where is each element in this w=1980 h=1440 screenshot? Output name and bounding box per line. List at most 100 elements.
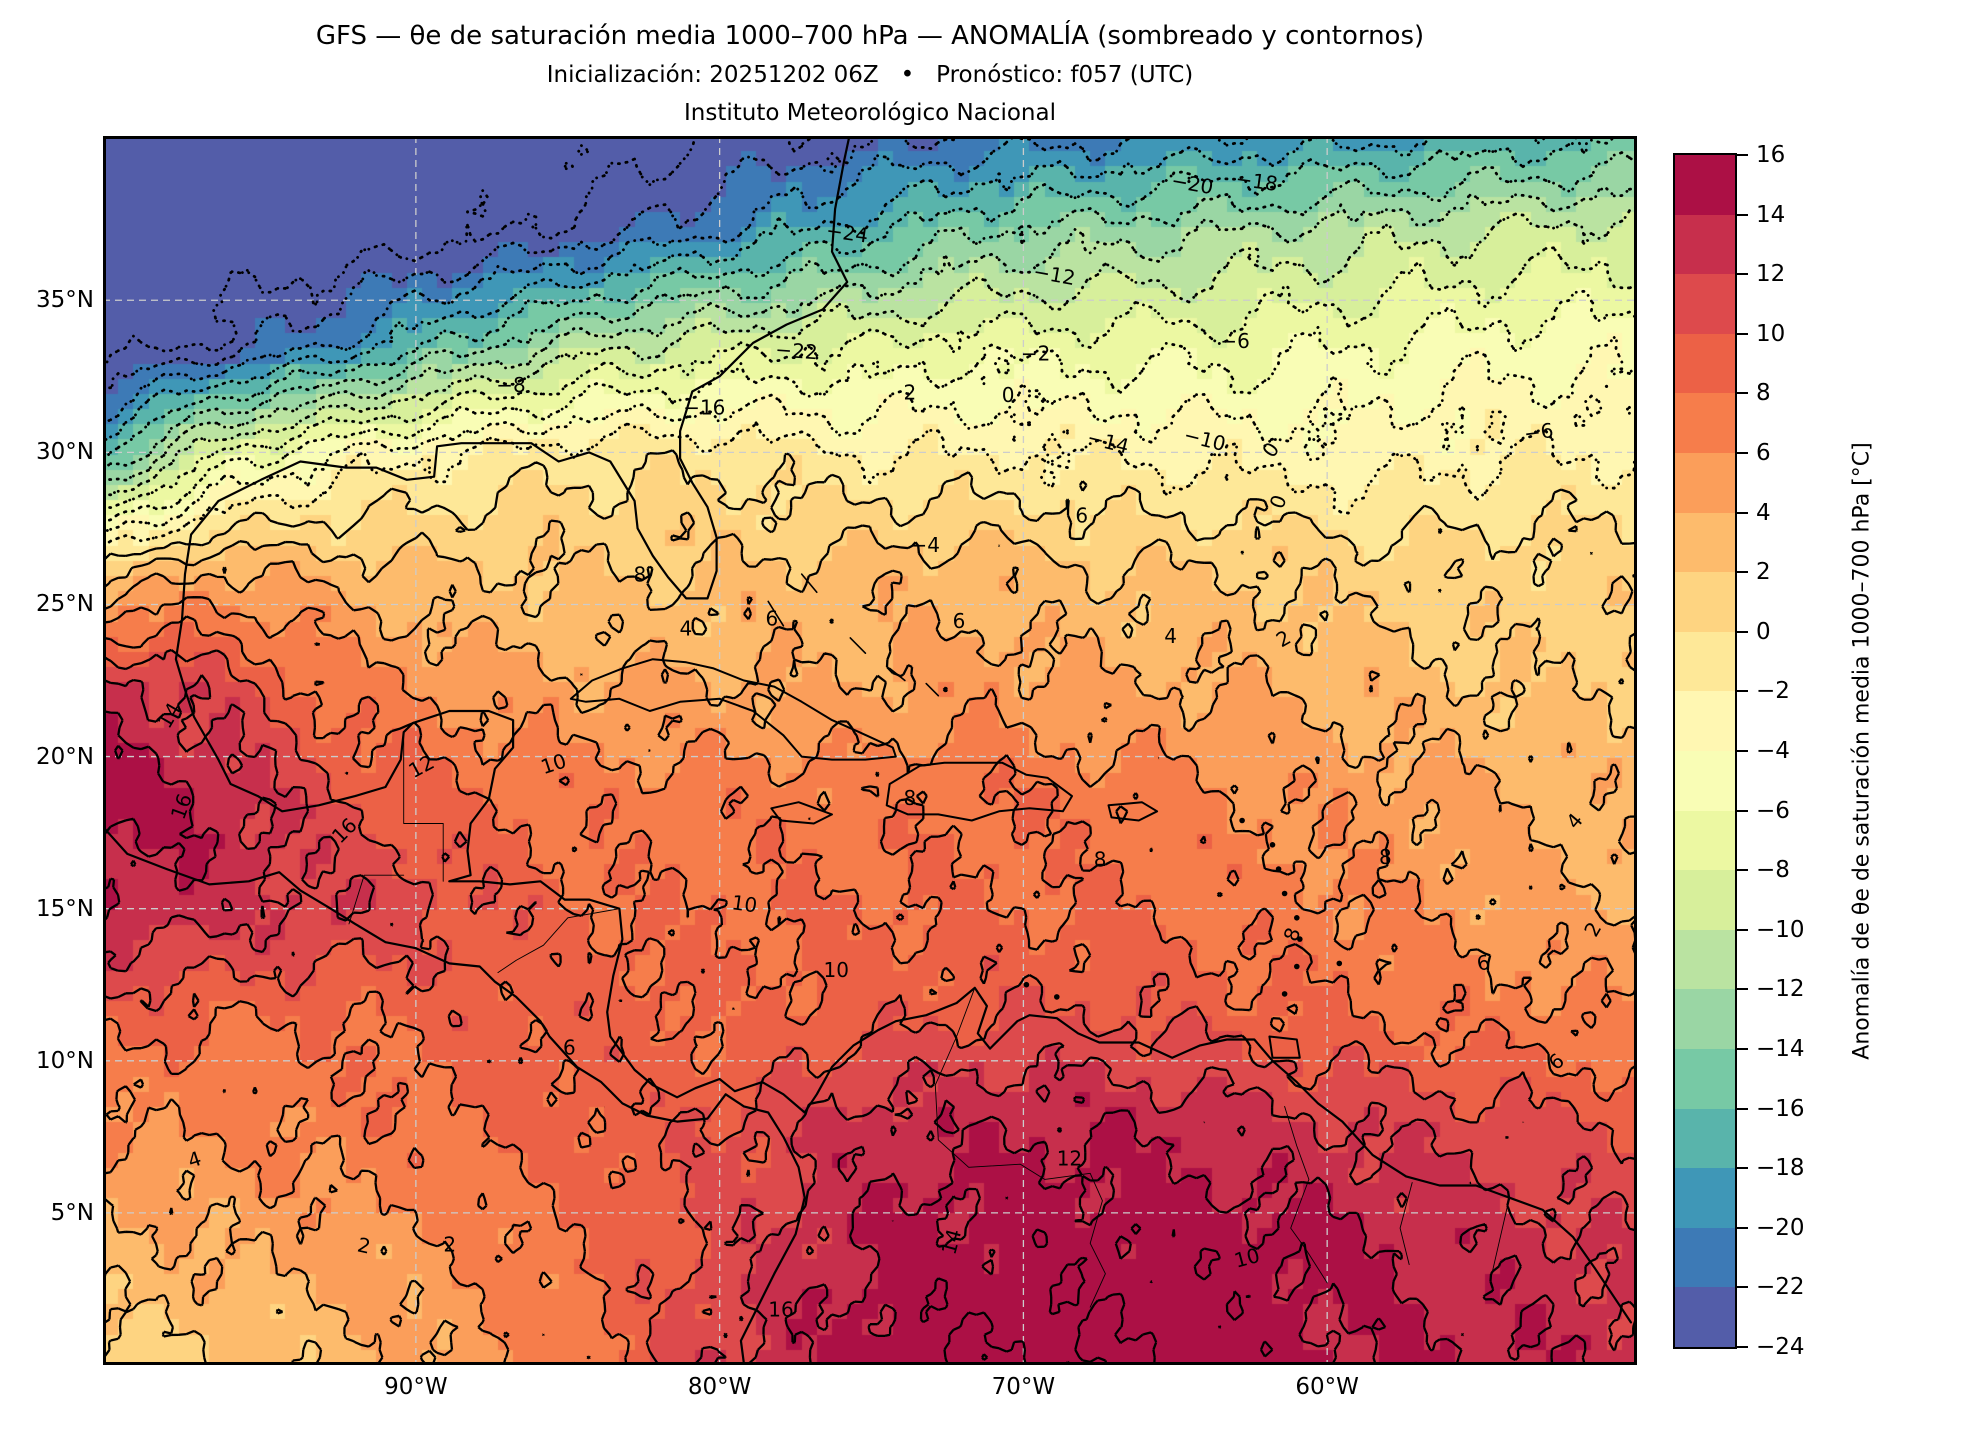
contour-line-dotted--8 [103, 246, 1637, 509]
country-border [1284, 1105, 1328, 1284]
contour-label: −6 [1220, 329, 1249, 353]
colorbar-tick-label-8: 8 [1756, 380, 1771, 407]
colorbar-tickmark [1737, 1107, 1748, 1110]
coastline-bahamas [849, 637, 867, 654]
contour-line-solid-0 [103, 449, 1637, 593]
colorbar-tick-label--20: −20 [1756, 1214, 1805, 1241]
contour-label: 12 [1057, 1146, 1082, 1170]
contour-label: 2 [1579, 918, 1606, 941]
colorbar-tick-label--8: −8 [1756, 857, 1790, 884]
island-dot [1294, 963, 1300, 970]
ytick-label-25: 25°N [36, 591, 94, 618]
colorbar-tickmark [1737, 869, 1748, 872]
colorbar-tick-label--16: −16 [1756, 1095, 1805, 1122]
colorbar-tickmark [1737, 452, 1748, 454]
xtick-label-60W: 60°W [1295, 1374, 1359, 1400]
contour-label: −14 [1085, 425, 1132, 459]
map-plot-area: −24 −22 −20 −18 −16 −14 −12 −10 −8 −6 −6 −4 −2 0 2 0 0 2 4… [103, 136, 1637, 1365]
ytick-label-20: 20°N [36, 743, 94, 770]
contour-label: −10 [1181, 423, 1228, 457]
contour-label: −24 [825, 218, 870, 248]
colorbar-tickmark [1737, 571, 1748, 574]
colorbar-segment [1675, 810, 1735, 871]
colorbar-segment [1675, 214, 1735, 275]
coastline-mainland [174, 136, 1632, 1324]
island-dot [1336, 960, 1343, 967]
colorbar-segment [1675, 989, 1735, 1049]
island-dot [1297, 936, 1303, 942]
colorbar [1673, 153, 1737, 1349]
colorbar-tick-label--18: −18 [1756, 1155, 1805, 1182]
contour-label: 6 [1075, 503, 1088, 527]
contour-label: 8 [1094, 848, 1107, 872]
contour-label: 2 [904, 381, 917, 405]
institution-label: Instituto Meteorológico Nacional [684, 100, 1056, 126]
colorbar-segment [1675, 1227, 1735, 1288]
contour-label: 2 [1272, 625, 1295, 652]
xtick-label-90W: 90°W [384, 1374, 448, 1400]
contour-label: 2 [355, 1232, 372, 1258]
colorbar-tick-label--4: −4 [1756, 738, 1790, 764]
contour-line-solid-2 [103, 511, 1637, 1365]
country-border [403, 731, 444, 882]
colorbar-tickmark [1737, 1346, 1748, 1348]
contour-line-dotted--2 [103, 406, 1637, 548]
colorbar-tickmark [1737, 1286, 1748, 1289]
coastline-puerto-rico [1107, 801, 1159, 822]
contour-line-dotted--20 [103, 136, 1251, 425]
contour-label: 10 [824, 958, 849, 982]
island-dot [1281, 991, 1288, 997]
contour-line-dotted--6 [103, 289, 1637, 524]
colorbar-tick-label-10: 10 [1756, 320, 1786, 347]
contour-label: 16 [327, 813, 362, 848]
colorbar-segment [1675, 572, 1735, 632]
colorbar-segment [1675, 333, 1735, 394]
colorbar-tickmark [1737, 1048, 1748, 1050]
island-dot [1281, 890, 1288, 897]
ytick-label-10: 10°N [36, 1047, 94, 1074]
contour-label: −16 [683, 395, 725, 419]
colorbar-segment [1675, 155, 1735, 215]
colorbar-tick-label-0: 0 [1756, 618, 1771, 645]
colorbar-tickmark [1737, 750, 1748, 752]
colorbar-tick-label-14: 14 [1756, 201, 1786, 228]
xtick-label-80W: 80°W [687, 1374, 752, 1400]
colorbar-tick-label--22: −22 [1756, 1274, 1805, 1301]
contour-label: −4 [910, 533, 939, 557]
xtick-label-70W: 70°W [991, 1374, 1056, 1400]
colorbar-tickmark [1737, 988, 1748, 991]
colorbar-tickmark [1737, 1167, 1748, 1170]
colorbar-tick-label-2: 2 [1756, 559, 1771, 586]
colorbar-tickmark [1737, 213, 1748, 216]
contour-label: 6 [953, 609, 966, 633]
contour-line-dotted--10 [103, 205, 1637, 497]
colorbar-tick-label--10: −10 [1756, 916, 1805, 943]
contour-line-dotted--4 [103, 336, 1637, 535]
coastline-cuba [569, 658, 897, 761]
contour-line-dotted--12 [103, 187, 1637, 482]
contour-label: 4 [680, 617, 693, 641]
colorbar-segment [1675, 393, 1735, 453]
colorbar-segment [1675, 1108, 1735, 1169]
contour-label: 6 [765, 607, 778, 631]
colorbar-tick-label--6: −6 [1756, 797, 1790, 824]
colorbar-tickmark [1737, 928, 1748, 931]
country-border [1399, 1182, 1413, 1266]
colorbar-segment [1675, 452, 1735, 513]
ytick-label-30: 30°N [36, 439, 94, 466]
ytick-label-5: 5°N [50, 1199, 94, 1226]
colorbar-tickmark [1737, 511, 1748, 514]
island-dot [1239, 817, 1245, 824]
coastline-trinidad [1268, 1035, 1301, 1059]
contour-label: 2 [443, 1232, 456, 1256]
colorbar-tick-label-4: 4 [1756, 499, 1771, 526]
coastline-bahamas [767, 600, 785, 627]
contour-line-dotted--22 [103, 136, 960, 390]
contour-line-solid-16 [919, 1196, 1274, 1365]
contour-label: −12 [1031, 259, 1077, 290]
ytick-label-15: 15°N [36, 895, 94, 922]
colorbar-tick-label-6: 6 [1756, 440, 1771, 466]
contour-label: 10 [730, 890, 759, 917]
colorbar-tickmark [1737, 273, 1748, 276]
coastline-hispaniola [885, 761, 1073, 822]
